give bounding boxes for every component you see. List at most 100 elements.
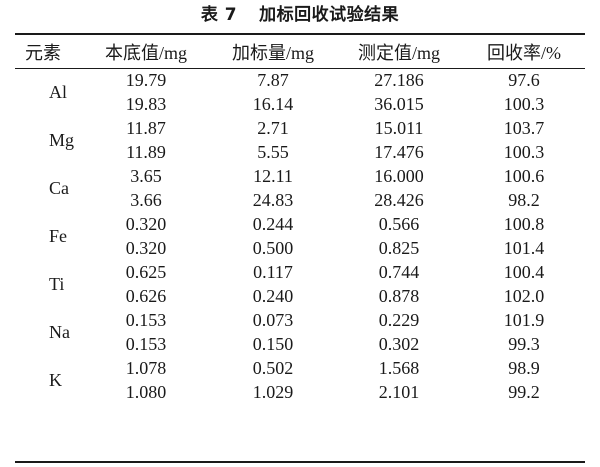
background-value: 1.080	[125, 382, 167, 402]
spike-cell: 0.117 0.240	[211, 260, 335, 308]
recovery-value: 100.8	[503, 214, 545, 234]
table-caption: 表 7 加标回收试验结果	[0, 3, 600, 27]
background-cell: 0.320 0.320	[81, 212, 211, 260]
table-number: 表 7	[200, 5, 238, 25]
background-cell: 3.65 3.66	[81, 164, 211, 212]
table-row: Na 0.153 0.153 0.073 0.150 0.229 0.302 101.9 99.…	[15, 308, 585, 356]
element-cell: Ti	[49, 273, 65, 294]
recovery-value: 100.3	[503, 142, 545, 162]
spike-value: 0.117	[253, 262, 293, 282]
spike-value: 5.55	[257, 142, 289, 162]
recovery-cell: 100.4 102.0	[463, 260, 585, 308]
column-header-recovery: 回收率/%	[487, 42, 561, 63]
spike-cell: 0.244 0.500	[211, 212, 335, 260]
table-row: Mg 11.87 11.89 2.71 5.55 15.011 17.476 103.7 100…	[15, 116, 585, 164]
recovery-value: 103.7	[503, 118, 545, 138]
spike-value: 16.14	[252, 94, 294, 114]
background-value: 1.078	[125, 358, 167, 378]
spike-value: 0.073	[252, 310, 294, 330]
recovery-value: 100.3	[503, 94, 545, 114]
measured-cell: 0.744 0.878	[335, 260, 463, 308]
measured-cell: 16.000 28.426	[335, 164, 463, 212]
measured-value: 0.744	[378, 262, 420, 282]
measured-value: 27.186	[374, 70, 424, 90]
recovery-table: 元素 本底值/mg 加标量/mg 测定值/mg 回收率/% Al 19.79 19.…	[15, 35, 585, 404]
measured-cell: 27.186 36.015	[335, 68, 463, 116]
measured-value: 0.229	[378, 310, 420, 330]
measured-value: 0.302	[378, 334, 420, 354]
recovery-value: 101.9	[503, 310, 545, 330]
header-rule	[15, 68, 585, 69]
measured-cell: 15.011 17.476	[335, 116, 463, 164]
background-value: 11.87	[126, 118, 166, 138]
element-cell: Fe	[49, 225, 67, 246]
measured-value: 0.878	[378, 286, 420, 306]
background-value: 0.153	[125, 334, 167, 354]
element-cell: Ca	[49, 177, 69, 198]
spike-cell: 2.71 5.55	[211, 116, 335, 164]
background-value: 0.320	[125, 214, 167, 234]
top-rule	[15, 33, 585, 35]
recovery-value: 102.0	[503, 286, 545, 306]
spike-cell: 0.073 0.150	[211, 308, 335, 356]
measured-value: 16.000	[374, 166, 424, 186]
background-value: 11.89	[126, 142, 166, 162]
background-value: 0.625	[125, 262, 167, 282]
bottom-rule	[15, 461, 585, 463]
background-value: 3.65	[130, 166, 162, 186]
element-cell: Na	[49, 321, 70, 342]
recovery-cell: 100.6 98.2	[463, 164, 585, 212]
measured-value: 28.426	[374, 190, 424, 210]
spike-value: 0.240	[252, 286, 294, 306]
measured-cell: 1.568 2.101	[335, 356, 463, 404]
background-value: 19.83	[125, 94, 167, 114]
spike-cell: 12.11 24.83	[211, 164, 335, 212]
measured-value: 0.825	[378, 238, 420, 258]
spike-value: 2.71	[257, 118, 289, 138]
spike-value: 24.83	[252, 190, 294, 210]
table-row: Ti 0.625 0.626 0.117 0.240 0.744 0.878 100.4 102…	[15, 260, 585, 308]
recovery-cell: 100.8 101.4	[463, 212, 585, 260]
background-value: 3.66	[130, 190, 162, 210]
element-cell: Mg	[49, 129, 75, 150]
column-header-measured: 测定值/mg	[357, 42, 440, 63]
column-header-element: 元素	[25, 42, 61, 63]
table-body: Al 19.79 19.83 7.87 16.14 27.186 36.015 97.6 100…	[15, 68, 585, 404]
recovery-value: 101.4	[503, 238, 545, 258]
measured-value: 17.476	[374, 142, 424, 162]
measured-value: 2.101	[378, 382, 420, 402]
spike-value: 7.87	[257, 70, 289, 90]
background-cell: 19.79 19.83	[81, 68, 211, 116]
recovery-value: 100.6	[503, 166, 545, 186]
spike-value: 0.500	[252, 238, 294, 258]
measured-value: 15.011	[374, 118, 424, 138]
background-cell: 0.153 0.153	[81, 308, 211, 356]
element-cell: K	[49, 369, 62, 390]
background-cell: 1.078 1.080	[81, 356, 211, 404]
spike-value: 0.150	[252, 334, 294, 354]
recovery-value: 100.4	[503, 262, 545, 282]
recovery-value: 97.6	[508, 70, 540, 90]
recovery-value: 98.2	[508, 190, 540, 210]
element-cell: Al	[49, 81, 67, 102]
measured-cell: 0.229 0.302	[335, 308, 463, 356]
background-value: 0.626	[125, 286, 167, 306]
spike-cell: 0.502 1.029	[211, 356, 335, 404]
column-header-spike: 加标量/mg	[231, 42, 314, 63]
spike-value: 12.11	[253, 166, 293, 186]
background-cell: 11.87 11.89	[81, 116, 211, 164]
recovery-value: 99.3	[508, 334, 540, 354]
recovery-cell: 98.9 99.2	[463, 356, 585, 404]
spike-value: 0.502	[252, 358, 294, 378]
recovery-value: 99.2	[508, 382, 540, 402]
background-cell: 0.625 0.626	[81, 260, 211, 308]
background-value: 0.320	[125, 238, 167, 258]
recovery-value: 98.9	[508, 358, 540, 378]
spike-cell: 7.87 16.14	[211, 68, 335, 116]
table-row: Ca 3.65 3.66 12.11 24.83 16.000 28.426 100.6 98.…	[15, 164, 585, 212]
background-value: 0.153	[125, 310, 167, 330]
spike-value: 0.244	[252, 214, 294, 234]
recovery-cell: 103.7 100.3	[463, 116, 585, 164]
header-row: 元素 本底值/mg 加标量/mg 测定值/mg 回收率/%	[15, 35, 585, 68]
table-row: K 1.078 1.080 0.502 1.029 1.568 2.101 98.9 99.2	[15, 356, 585, 404]
